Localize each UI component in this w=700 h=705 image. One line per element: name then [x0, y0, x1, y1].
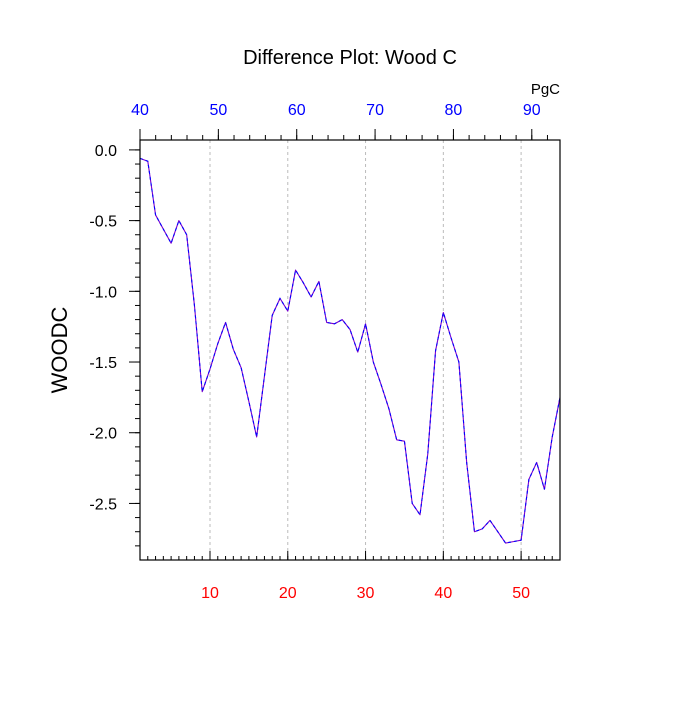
- top-tick-label-90: 90: [523, 102, 541, 119]
- top-tick-label-50: 50: [209, 102, 227, 119]
- plot-frame: [139, 139, 561, 561]
- top-tick-label-40: 40: [131, 102, 149, 119]
- y-tick-label: 0.0: [95, 143, 117, 160]
- y-tick-label: -1.5: [89, 355, 117, 372]
- top-tick-label-80: 80: [445, 102, 463, 119]
- x-tick-label-30: 30: [357, 585, 375, 602]
- series-line-0: [139, 157, 561, 544]
- grid-lines: [209, 140, 522, 560]
- x-tick-label-50: 50: [512, 585, 530, 602]
- y-tick-label: -0.5: [89, 214, 117, 231]
- tick-labels: 10 20 30 40 50 40 50 60 70 80 90 0.0 -0.5 -1.0 -1.5 -2.…: [89, 102, 540, 602]
- y-axis-label: WOODC: [47, 307, 72, 394]
- y-tick-label: -1.0: [89, 284, 117, 301]
- series-line-0-dash: [139, 157, 561, 544]
- chart-title: Difference Plot: Wood C: [243, 47, 457, 69]
- y-tick-label: -2.5: [89, 496, 117, 513]
- x-tick-label-40: 40: [434, 585, 452, 602]
- series-layer: [139, 157, 561, 544]
- x-tick-label-10: 10: [201, 585, 219, 602]
- top-tick-label-70: 70: [366, 102, 384, 119]
- axis-ticks: [129, 129, 561, 560]
- top-axis-unit-label: PgC: [531, 81, 560, 98]
- y-tick-label: -2.0: [89, 426, 117, 443]
- x-tick-label-20: 20: [279, 585, 297, 602]
- top-tick-label-60: 60: [288, 102, 306, 119]
